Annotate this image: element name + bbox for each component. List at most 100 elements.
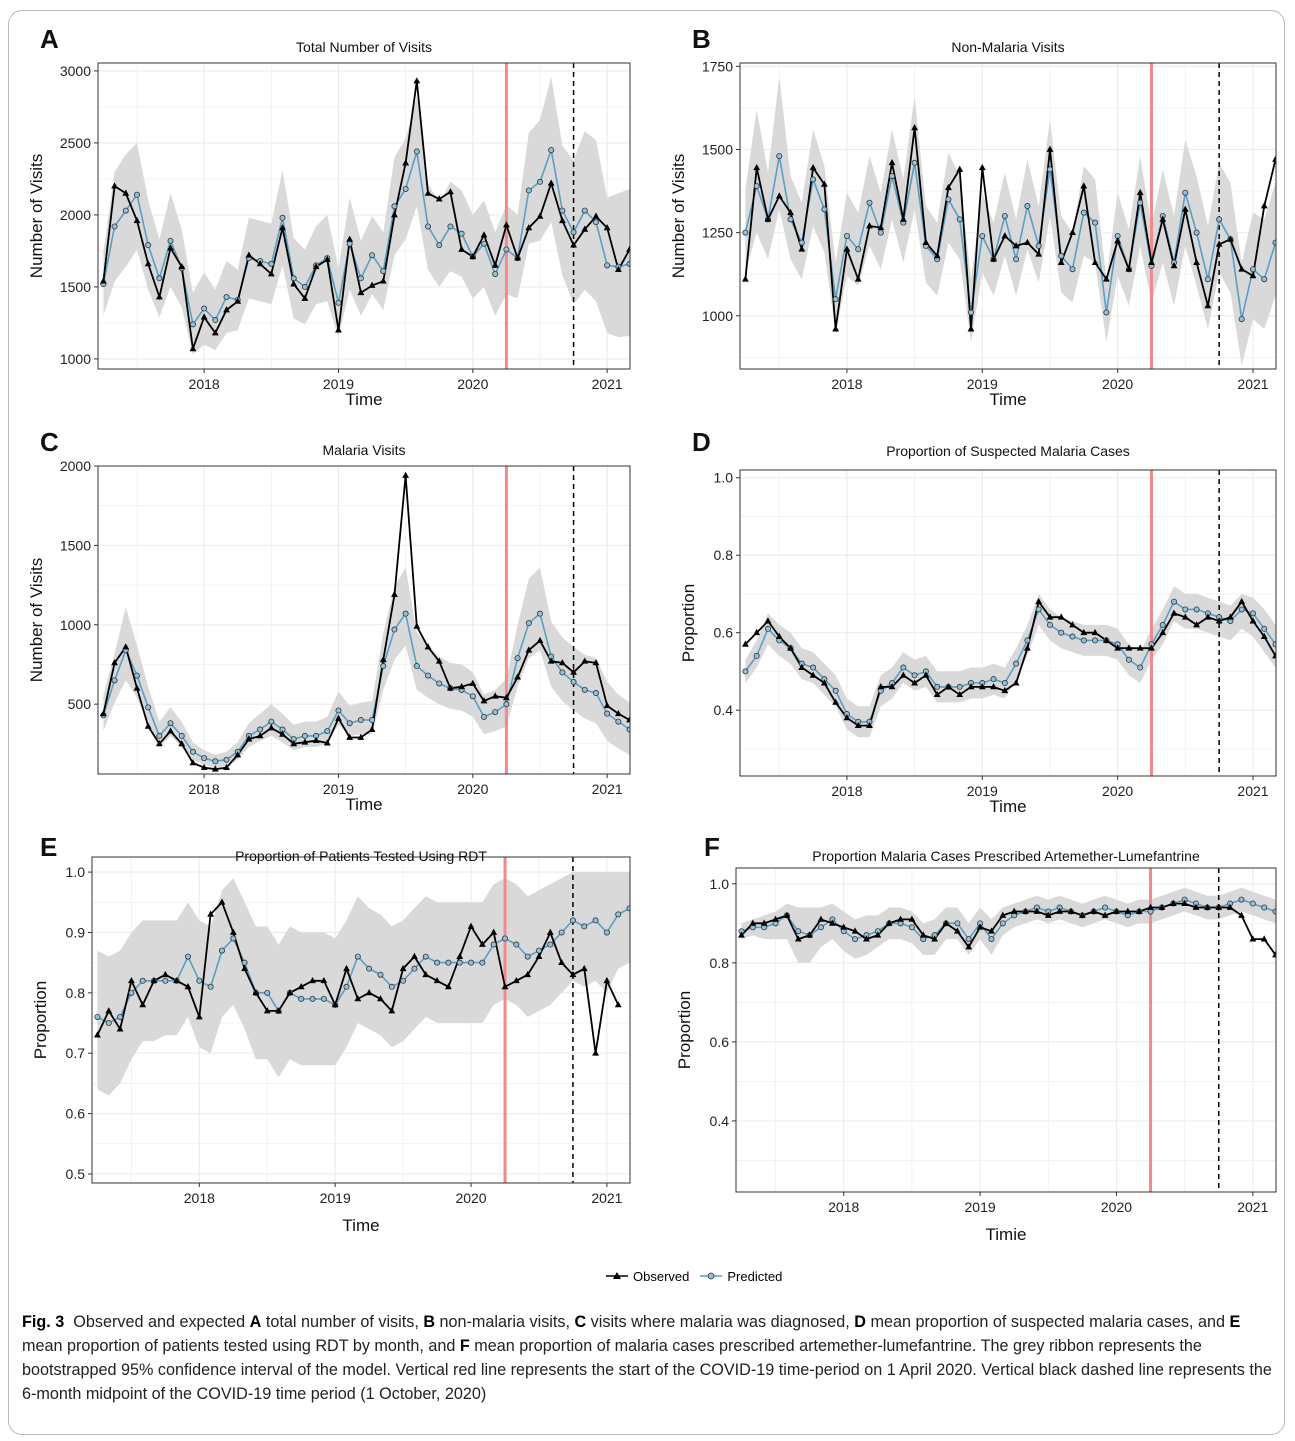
observed-point [335,326,342,333]
predicted-point [1024,637,1031,644]
observed-point [933,252,941,259]
predicted-point [436,680,443,687]
predicted-point [1238,316,1245,323]
predicted-point [456,959,463,966]
predicted-point [979,232,986,239]
observed-point [116,1025,124,1032]
observed-point [942,919,950,926]
observed-point [1114,237,1122,244]
predicted-point [569,917,576,924]
observed-point [1046,145,1054,152]
observed-point [809,163,817,171]
observed-point [379,655,387,663]
observed-point [1227,613,1234,620]
observed-point [1091,628,1099,636]
predicted-point [988,936,995,943]
predicted-point [866,199,873,206]
predicted-point [525,187,532,194]
predicted-series-line [102,611,630,763]
observed-point [1193,621,1200,628]
observed-point [866,721,873,729]
observed-point [1260,935,1268,942]
observed-point [976,923,984,930]
predicted-point [1216,216,1223,223]
observed-point [1001,686,1009,694]
y-tick-label: 0.8 [710,955,730,971]
predicted-point [548,147,555,154]
observed-point [558,659,566,666]
predicted-point [436,242,443,249]
observed-point [535,952,543,960]
predicted-point [156,275,163,282]
predicted-point [1092,219,1099,226]
predicted-point [615,911,622,918]
observed-point [1136,188,1144,196]
observed-point [1022,907,1029,914]
observed-point [581,225,589,232]
observed-point [478,940,486,947]
predicted-point [798,239,805,246]
predicted-point [128,989,135,996]
observed-series-line [102,475,630,771]
predicted-point [592,917,599,924]
observed-point [885,919,893,926]
plot-border [97,465,631,775]
observed-point [1135,907,1143,914]
legend-predicted-label: Predicted [727,1268,783,1284]
observed-point [569,970,577,978]
predicted-point [1102,904,1109,911]
observed-point [1203,903,1211,910]
observed-point [1033,907,1041,914]
figure-frame [8,10,1285,1435]
predicted-point [479,959,486,966]
observed-point [614,265,622,273]
y-tick-label: 1500 [702,141,733,157]
predicted-point [954,920,961,927]
caption-segment: mean proportion of suspected malaria cas… [866,1313,1230,1331]
predicted-point [832,687,839,694]
predicted-point [492,270,499,277]
observed-point [592,659,600,666]
caption-segment: non-malaria visits, [435,1313,575,1331]
observed-point [626,245,630,252]
predicted-point [223,756,230,763]
observed-point [279,730,286,737]
predicted-point [1261,276,1268,283]
observed-point [275,1007,282,1014]
plot-area [99,466,630,774]
predicted-point [264,989,271,996]
x-axis-label: Timie [986,1225,1027,1244]
x-tick-label: 2021 [1237,1199,1268,1215]
caption-body: Observed and expected A total number of … [22,1313,1272,1403]
observed-point [1159,628,1167,636]
observed-point [967,683,975,690]
observed-point [335,714,342,721]
predicted-point [1069,266,1076,273]
y-tick-label: 3000 [60,63,91,79]
observed-point [798,663,806,670]
predicted-point [346,240,353,247]
observed-point [911,679,919,686]
panel-title: Non-Malaria Visits [951,39,1064,55]
observed-point [424,189,432,196]
observed-point [99,277,107,284]
x-tick-label: 2021 [592,376,623,392]
observed-point [200,763,208,771]
observed-point [843,245,851,252]
predicted-point [604,710,611,717]
predicted-point [212,317,219,324]
gridlines [740,470,1276,776]
predicted-point [592,690,599,697]
observed-point [922,238,930,246]
observed-point [94,1031,101,1038]
observed-point [999,911,1007,918]
observed-point [491,692,499,699]
observed-point [1170,609,1178,616]
observed-point [603,224,611,231]
predicted-point [230,935,237,942]
observed-point [874,931,882,938]
x-tick-label: 2020 [1102,376,1133,392]
y-tick-label: 0.6 [710,1034,730,1050]
observed-point [820,180,828,187]
predicted-point [400,977,407,984]
